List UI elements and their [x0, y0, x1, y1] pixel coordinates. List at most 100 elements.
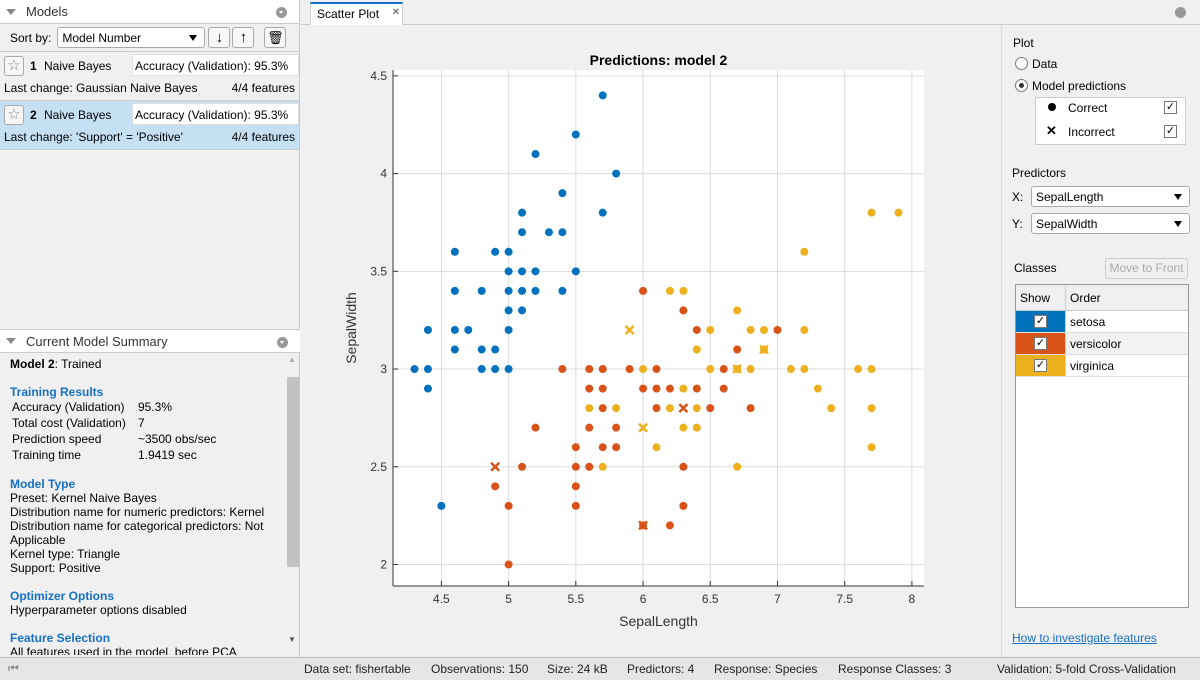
point-setosa-correct [598, 91, 607, 100]
summary-line: Support: Positive [10, 561, 101, 575]
point-setosa-correct [571, 267, 580, 276]
point-setosa-correct [531, 286, 540, 295]
model-item-2[interactable]: ☆ 2 Naive Bayes Accuracy (Validation): 9… [0, 101, 299, 150]
result-value: ~3500 obs/sec [138, 432, 217, 446]
point-virginica-correct [733, 306, 742, 315]
point-virginica-correct [612, 404, 621, 413]
class-row-versicolor[interactable]: ✓ versicolor [1016, 333, 1188, 355]
chart-title: Predictions: model 2 [590, 52, 728, 68]
scrollbar-thumb[interactable] [287, 377, 299, 567]
correct-checkbox[interactable]: ✓ [1164, 101, 1177, 114]
point-setosa-correct [558, 189, 567, 198]
chevron-down-icon [1174, 221, 1182, 227]
scroll-down-icon[interactable]: ▼ [288, 635, 296, 644]
status-size: Size: 24 kB [547, 662, 608, 676]
marker-legend-box: Correct ✓ ✕ Incorrect ✓ [1035, 97, 1186, 145]
point-virginica-correct [639, 365, 648, 374]
point-setosa-correct [558, 228, 567, 237]
panel-menu-icon[interactable] [277, 337, 288, 348]
sort-descending-button[interactable]: ↓ [208, 27, 231, 48]
point-versicolor-correct [652, 384, 661, 393]
class-show-checkbox[interactable]: ✓ [1034, 337, 1047, 350]
star-icon[interactable]: ☆ [4, 105, 24, 125]
point-virginica-correct [598, 462, 607, 471]
summary-panel: Current Model Summary Model 2: Trained T… [0, 329, 300, 657]
y-predictor-dropdown[interactable]: SepalWidth [1031, 213, 1190, 234]
point-versicolor-correct [679, 306, 688, 315]
point-virginica-correct [665, 286, 674, 295]
collapse-icon[interactable] [6, 8, 16, 15]
close-icon[interactable]: ✕ [391, 7, 400, 18]
model-number: 1 [30, 59, 37, 73]
status-predictors: Predictors: 4 [627, 662, 695, 676]
models-title: Models [26, 4, 68, 19]
x-predictor-dropdown[interactable]: SepalLength [1031, 186, 1190, 207]
delete-model-button[interactable]: 🗑 [264, 27, 287, 48]
help-link[interactable]: How to investigate features [1012, 631, 1157, 645]
sort-dropdown[interactable]: Model Number [57, 27, 206, 48]
training-result-row: Total cost (Validation) 7 [10, 415, 280, 431]
status-observations: Observations: 150 [431, 662, 529, 676]
result-key: Prediction speed [12, 432, 102, 446]
scatter-plot[interactable]: 4.5 5 5.5 6 6.5 7 7.5 8 2 2.5 3 3.5 4 4.5 Predictions:… [301, 25, 1000, 657]
model-item-1[interactable]: ☆ 1 Naive Bayes Accuracy (Validation): 9… [0, 52, 299, 101]
tab-scatter-plot[interactable]: Scatter Plot ✕ [310, 2, 403, 25]
summary-model-label: Model 2 [10, 357, 55, 371]
point-setosa-correct [450, 247, 459, 256]
star-icon[interactable]: ☆ [4, 56, 24, 76]
trash-icon: 🗑 [267, 29, 284, 45]
point-setosa-correct [518, 267, 527, 276]
models-panel: Models Sort by: Model Number ↓ ↑ 🗑 ☆ 1 N… [0, 0, 300, 657]
scroll-up-icon[interactable]: ▲ [288, 355, 296, 364]
point-versicolor-correct [571, 482, 580, 491]
data-option-label: Data [1032, 57, 1058, 71]
status-bar: ⏮ Data set: fishertable Observations: 15… [0, 657, 1200, 680]
incorrect-checkbox[interactable]: ✓ [1164, 125, 1177, 138]
model-predictions-radio[interactable] [1015, 79, 1028, 92]
point-setosa-correct [410, 365, 419, 374]
summary-scrollbar[interactable]: ▲ ▼ [286, 355, 299, 649]
result-value: 1.9419 sec [138, 448, 197, 462]
point-setosa-correct [612, 169, 621, 178]
point-setosa-correct [571, 130, 580, 139]
point-setosa-correct [531, 267, 540, 276]
plot-background [393, 70, 924, 586]
collapse-left-icon[interactable]: ⏮ [8, 661, 19, 675]
collapse-icon[interactable] [6, 338, 16, 344]
y-tick-label: 4 [380, 167, 387, 181]
point-setosa-correct [491, 365, 500, 374]
column-header-order[interactable]: Order [1070, 291, 1101, 305]
models-panel-header[interactable]: Models [0, 0, 299, 24]
summary-model-status: : Trained [54, 357, 102, 371]
point-versicolor-correct [571, 501, 580, 510]
point-setosa-correct [450, 325, 459, 334]
panel-menu-icon[interactable] [1175, 7, 1186, 18]
summary-line: Hyperparameter options disabled [10, 603, 187, 617]
panel-menu-icon[interactable] [276, 7, 287, 18]
move-to-front-button[interactable]: Move to Front [1105, 258, 1188, 279]
model-number: 2 [30, 108, 37, 122]
point-versicolor-correct [598, 384, 607, 393]
summary-line: Preset: Kernel Naive Bayes [10, 491, 157, 505]
class-row-setosa[interactable]: ✓ setosa [1016, 311, 1188, 333]
class-show-checkbox[interactable]: ✓ [1034, 315, 1047, 328]
sort-ascending-button[interactable]: ↑ [232, 27, 255, 48]
class-color-swatch: ✓ [1016, 355, 1066, 376]
x-tick-label: 8 [909, 592, 916, 606]
document-tabbar: Scatter Plot ✕ [301, 0, 1200, 25]
point-virginica-incorrect [624, 325, 635, 335]
column-header-show[interactable]: Show [1016, 285, 1066, 310]
point-versicolor-correct [773, 325, 782, 334]
point-setosa-correct [477, 345, 486, 354]
data-radio[interactable] [1015, 57, 1028, 70]
point-setosa-correct [518, 286, 527, 295]
predictors-heading: Predictors [1012, 166, 1067, 180]
summary-header[interactable]: Current Model Summary [0, 329, 300, 353]
point-versicolor-correct [571, 462, 580, 471]
tab-label: Scatter Plot [317, 7, 380, 21]
result-value: 7 [138, 416, 145, 430]
point-virginica-correct [585, 404, 594, 413]
point-versicolor-correct [504, 501, 513, 510]
class-row-virginica[interactable]: ✓ virginica [1016, 355, 1188, 377]
class-show-checkbox[interactable]: ✓ [1034, 359, 1047, 372]
